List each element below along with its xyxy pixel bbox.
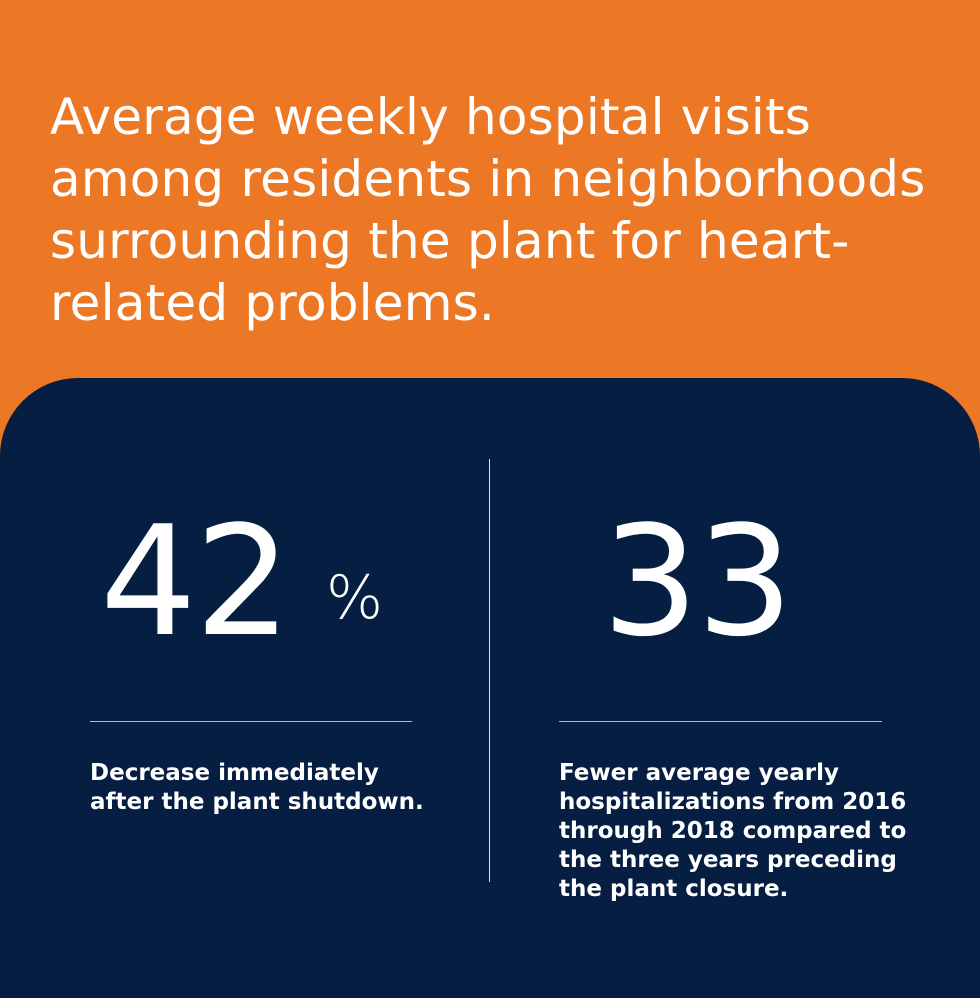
stat-2-description: Fewer average yearly hospitalizations fr… (559, 760, 907, 902)
headline: Average weekly hospital visits among res… (50, 88, 926, 332)
stats-panel (0, 378, 980, 998)
stat-1-rule (90, 721, 412, 722)
stat-2-value: 33 (602, 493, 793, 670)
stat-1-description: Decrease immediately after the plant shu… (90, 760, 424, 815)
stat-2-rule (559, 721, 882, 722)
stat-1-unit: % (326, 563, 384, 633)
column-divider (489, 459, 490, 882)
stat-1-value: 42 (100, 493, 291, 670)
